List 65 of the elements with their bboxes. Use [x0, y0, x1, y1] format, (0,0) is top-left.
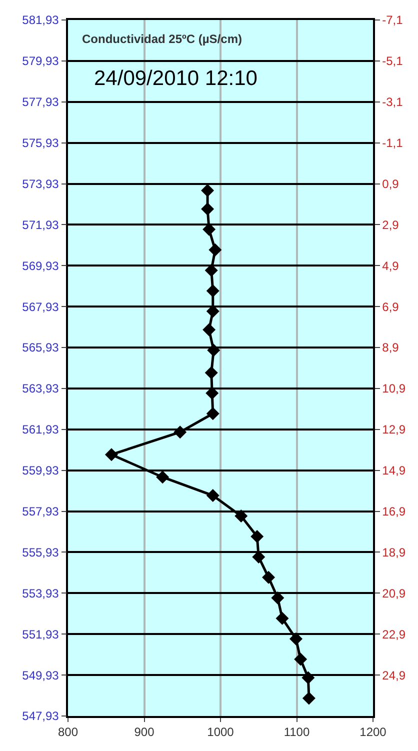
y2-tick-label: 0,9 [382, 176, 400, 191]
y-tick-label: 571,93 [22, 218, 60, 232]
y2-tick-label: -3,1 [382, 95, 404, 110]
point [156, 470, 170, 484]
point [104, 448, 118, 462]
y2-tick-label: 6,9 [382, 300, 400, 314]
point [302, 671, 315, 684]
y2-tick-label: 12,9 [382, 422, 406, 437]
y2-tick-label: 2,9 [382, 218, 400, 232]
y2-tick-label: 18,9 [382, 545, 406, 560]
point [206, 407, 220, 420]
text: Conductividad 25ºC (µS/cm) [82, 32, 242, 46]
y-tick-label: 551,93 [22, 627, 60, 642]
y-tick-label: 557,93 [22, 504, 60, 518]
y2-tick-label: 24,9 [382, 668, 406, 682]
point [294, 652, 308, 666]
point [201, 202, 214, 216]
x-tick-label: 1100 [284, 725, 310, 740]
point [207, 344, 220, 357]
point [201, 184, 214, 198]
point [206, 284, 220, 298]
x-tick-label: 900 [134, 725, 155, 740]
y-tick-label: 581,93 [22, 13, 60, 28]
point [202, 222, 216, 236]
y-tick-label: 547,93 [22, 709, 60, 724]
y-tick-label: 575,93 [22, 136, 60, 150]
x-tick-label: 1000 [207, 725, 234, 740]
point [276, 612, 289, 625]
y2-tick-label: 20,9 [382, 586, 406, 600]
text: 24/09/2010 12:10 [94, 67, 258, 90]
y2-tick-label: 10,9 [382, 382, 406, 396]
y-tick-label: 569,93 [22, 258, 60, 273]
y2-tick-label: 16,9 [382, 504, 406, 518]
point [204, 366, 218, 380]
point [262, 570, 276, 584]
x-tick-label: 800 [58, 725, 78, 740]
y-tick-label: 579,93 [22, 54, 60, 68]
y-tick-label: 559,93 [22, 464, 60, 478]
y-tick-label: 555,93 [22, 545, 60, 560]
point [302, 692, 316, 705]
point [271, 591, 284, 604]
point [202, 323, 216, 336]
point [289, 632, 302, 646]
y2-tick-label: 22,9 [382, 627, 406, 642]
y2-tick-label: -5,1 [382, 54, 404, 68]
y-tick-label: 567,93 [22, 300, 60, 314]
point [206, 489, 220, 502]
y2-tick-label: -7,1 [382, 13, 404, 28]
point [174, 426, 187, 439]
y2-tick-label: 8,9 [382, 340, 400, 355]
y-tick-label: 573,93 [22, 176, 60, 191]
y2-tick-label: 14,9 [382, 464, 406, 478]
y-tick-label: 577,93 [22, 95, 60, 110]
y-tick-label: 553,93 [22, 586, 60, 600]
y-tick-label: 563,93 [22, 382, 60, 396]
y2-tick-label: 4,9 [382, 258, 400, 273]
y-tick-label: 561,93 [22, 422, 60, 437]
point [234, 510, 248, 522]
point [250, 530, 264, 543]
y-tick-label: 549,93 [22, 668, 60, 682]
x-tick-label: 1200 [360, 725, 387, 740]
y2-tick-label: -1,1 [382, 136, 404, 150]
point [204, 264, 218, 277]
y-tick-label: 565,93 [22, 340, 60, 355]
point [208, 243, 222, 256]
